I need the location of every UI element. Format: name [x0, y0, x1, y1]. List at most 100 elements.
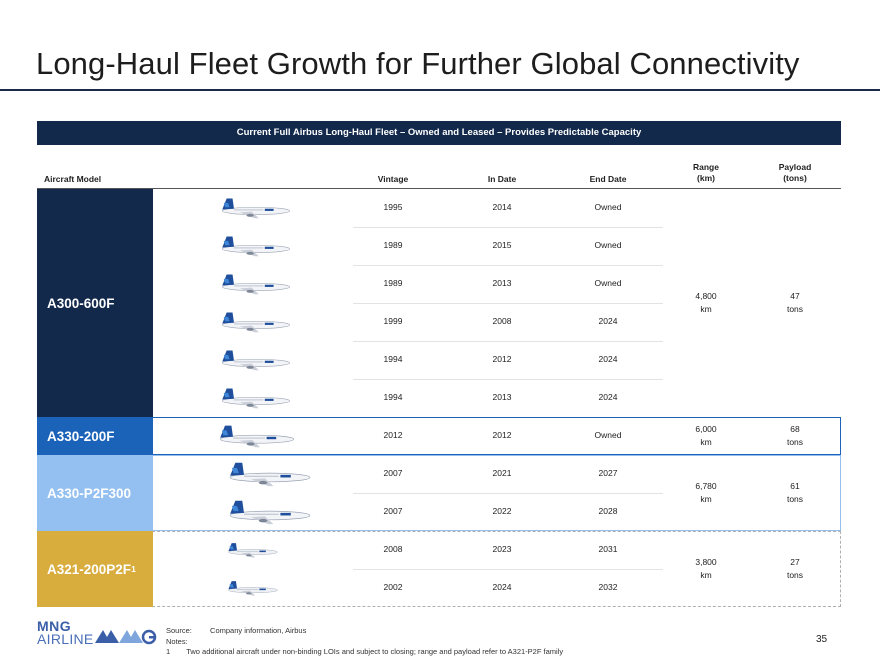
aircraft-model-label: A330-200F — [37, 417, 153, 455]
airbus-freighter-plane-icon — [219, 425, 295, 448]
in-date-cell: 2013 — [492, 392, 512, 402]
in-date-cell: 2012 — [492, 354, 512, 364]
table-banner: Current Full Airbus Long-Haul Fleet – Ow… — [37, 121, 841, 145]
in-date-cell: 2008 — [492, 316, 512, 326]
end-date-cell: 2024 — [598, 392, 618, 402]
airbus-freighter-plane-icon — [221, 236, 291, 257]
logo-airlines-text: AIRLINES — [37, 631, 104, 647]
header-range: Range (km) — [666, 162, 746, 184]
page-number: 35 — [816, 634, 828, 645]
row-divider — [353, 379, 663, 380]
aircraft-model-label: A300-600F — [37, 189, 153, 417]
end-date-cell: 2032 — [598, 582, 618, 592]
row-divider — [353, 493, 663, 494]
vintage-cell: 2008 — [383, 544, 403, 554]
end-date-cell: 2027 — [598, 468, 618, 478]
payload-unit: tons — [786, 437, 804, 447]
in-date-cell: 2015 — [492, 240, 512, 250]
payload-unit: tons — [786, 570, 804, 580]
footer-source: Source: Company information, Airbus — [166, 626, 306, 635]
in-date-cell: 2022 — [492, 506, 512, 516]
airbus-freighter-plane-icon — [221, 312, 291, 333]
airbus-freighter-plane-icon — [221, 388, 291, 409]
airbus-freighter-plane-icon — [229, 500, 311, 525]
payload-value: 47 — [790, 291, 800, 301]
header-payload: Payload (tons) — [755, 162, 835, 184]
vintage-cell: 1989 — [383, 278, 403, 288]
row-divider — [353, 227, 663, 228]
airbus-freighter-plane-icon — [221, 198, 291, 219]
aircraft-image — [214, 499, 326, 525]
row-divider — [353, 341, 663, 342]
mng-logo-mark-icon — [93, 627, 157, 645]
payload-value: 68 — [790, 424, 800, 434]
aircraft-model-label: A330-P2F300 — [37, 455, 153, 531]
fleet-group — [37, 417, 841, 455]
range-value: 6,000 — [695, 424, 717, 434]
aircraft-image — [218, 235, 294, 257]
aircraft-model-name: A300-600F — [47, 295, 115, 311]
row-divider — [353, 303, 663, 304]
vintage-cell: 2012 — [383, 430, 403, 440]
row-divider — [353, 265, 663, 266]
range-value: 3,800 — [695, 557, 717, 567]
airbus-freighter-plane-icon — [229, 462, 311, 487]
in-date-cell: 2021 — [492, 468, 512, 478]
aircraft-image — [218, 349, 294, 371]
vintage-cell: 1999 — [383, 316, 403, 326]
range-value: 6,780 — [695, 481, 717, 491]
note-number: 1 — [166, 647, 171, 656]
aircraft-image — [214, 580, 292, 596]
range-unit: km — [700, 494, 712, 504]
footer-note-1: 1 Two additional aircraft under non-bind… — [166, 647, 563, 656]
header-end-date: End Date — [589, 174, 627, 184]
header-payload-unit: (tons) — [783, 173, 807, 183]
airbus-freighter-plane-icon — [228, 581, 278, 596]
aircraft-model-label: A321-200P2F 1 — [37, 531, 153, 607]
vintage-cell: 1994 — [383, 354, 403, 364]
end-date-cell: 2031 — [598, 544, 618, 554]
header-vintage: Vintage — [377, 174, 409, 184]
aircraft-image — [218, 197, 294, 219]
header-in-date: In Date — [487, 174, 517, 184]
footer-notes-label: Notes: — [166, 637, 188, 646]
end-date-cell: Owned — [594, 202, 622, 212]
payload-unit: tons — [786, 494, 804, 504]
range-value: 4,800 — [695, 291, 717, 301]
range-unit: km — [700, 570, 712, 580]
source-label: Source: — [166, 626, 192, 635]
aircraft-image — [214, 461, 326, 487]
vintage-cell: 1995 — [383, 202, 403, 212]
note-text: Two additional aircraft under non-bindin… — [186, 647, 564, 656]
source-text: Company information, Airbus — [210, 626, 307, 635]
aircraft-image — [214, 542, 292, 558]
page-title: Long-Haul Fleet Growth for Further Globa… — [36, 46, 800, 81]
airbus-freighter-plane-icon — [221, 350, 291, 371]
vintage-cell: 2002 — [383, 582, 403, 592]
end-date-cell: Owned — [594, 430, 622, 440]
end-date-cell: Owned — [594, 240, 622, 250]
vintage-cell: 1994 — [383, 392, 403, 402]
aircraft-model-name: A321-200P2F — [47, 561, 132, 577]
logo-mng-text: MNG — [37, 618, 72, 634]
aircraft-image — [218, 387, 294, 409]
payload-value: 61 — [790, 481, 800, 491]
range-unit: km — [700, 437, 712, 447]
row-divider — [353, 569, 663, 570]
title-underline — [0, 89, 880, 91]
aircraft-image — [218, 311, 294, 333]
end-date-cell: 2028 — [598, 506, 618, 516]
header-range-unit: (km) — [697, 173, 715, 183]
aircraft-image — [214, 424, 300, 448]
airbus-freighter-plane-icon — [228, 543, 278, 558]
end-date-cell: 2024 — [598, 316, 618, 326]
in-date-cell: 2024 — [492, 582, 512, 592]
header-payload-label: Payload — [778, 162, 812, 172]
payload-value: 27 — [790, 557, 800, 567]
header-aircraft-model: Aircraft Model — [44, 174, 102, 184]
end-date-cell: 2024 — [598, 354, 618, 364]
aircraft-model-name: A330-200F — [47, 428, 115, 444]
end-date-cell: Owned — [594, 278, 622, 288]
header-divider — [37, 188, 841, 189]
in-date-cell: 2014 — [492, 202, 512, 212]
